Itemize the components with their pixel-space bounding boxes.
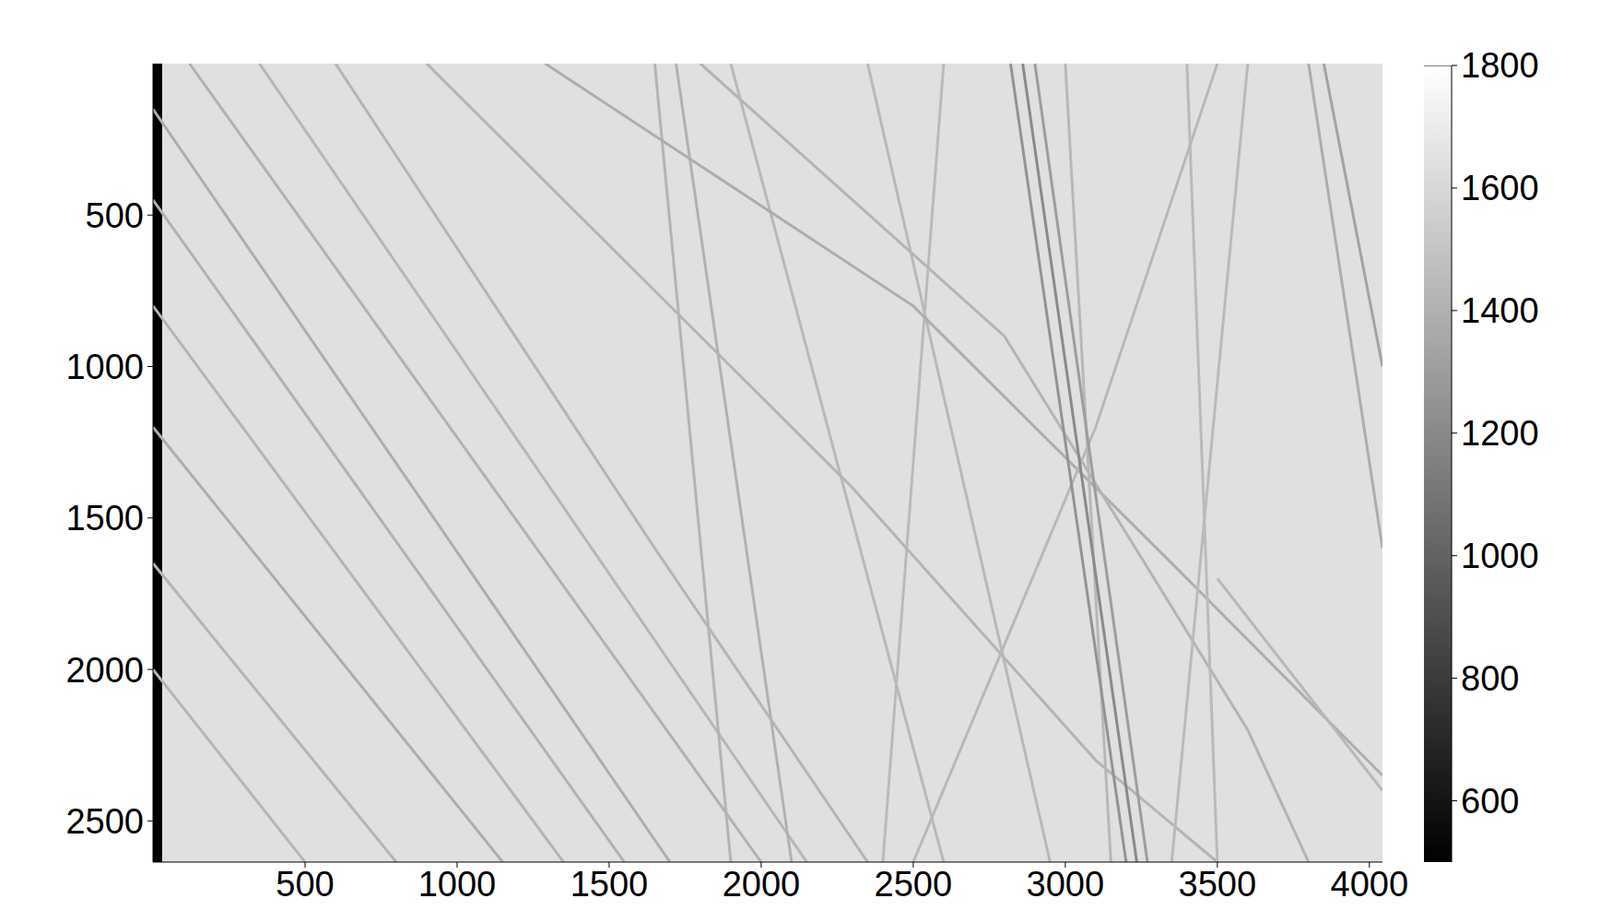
svg-text:800: 800 [1460, 658, 1519, 698]
svg-text:1500: 1500 [65, 498, 144, 538]
svg-text:1400: 1400 [1460, 291, 1540, 330]
svg-text:4000: 4000 [1330, 864, 1410, 904]
svg-text:600: 600 [1460, 781, 1519, 821]
svg-text:1600: 1600 [1460, 168, 1540, 208]
svg-text:2500: 2500 [65, 801, 144, 841]
svg-text:2500: 2500 [874, 864, 953, 904]
svg-text:3000: 3000 [1026, 864, 1106, 904]
svg-text:500: 500 [85, 196, 144, 236]
svg-text:1000: 1000 [418, 864, 497, 904]
svg-text:1000: 1000 [65, 347, 144, 387]
svg-text:2000: 2000 [65, 650, 144, 690]
svg-text:1500: 1500 [570, 864, 649, 904]
svg-text:500: 500 [275, 864, 334, 904]
svg-text:1200: 1200 [1460, 413, 1540, 453]
svg-text:1000: 1000 [1460, 536, 1540, 576]
svg-text:2000: 2000 [722, 864, 801, 904]
svg-text:1800: 1800 [1460, 46, 1540, 85]
svg-text:3500: 3500 [1178, 864, 1258, 904]
